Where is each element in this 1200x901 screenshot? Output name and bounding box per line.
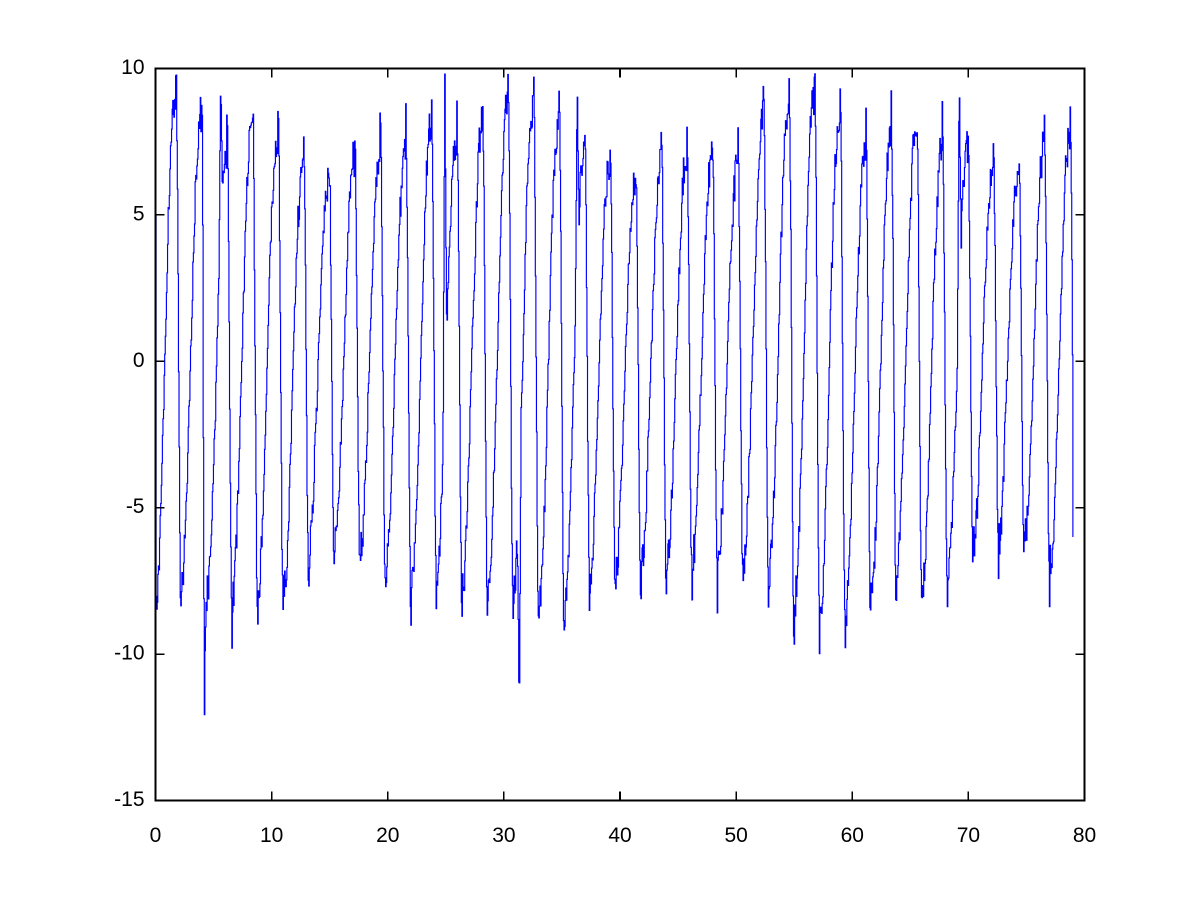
series-line-signal — [155, 73, 1074, 716]
x-tick-label: 70 — [957, 824, 980, 847]
y-tick-label: -15 — [114, 788, 144, 811]
x-tick-label: 40 — [608, 824, 631, 847]
data-series-group — [155, 73, 1074, 716]
x-tick-label: 10 — [260, 824, 283, 847]
x-tick-label: 0 — [150, 824, 162, 847]
y-tick-label: 0 — [133, 349, 145, 372]
x-tick-label: 50 — [724, 824, 747, 847]
x-tick-label: 20 — [376, 824, 399, 847]
y-tick-label: -5 — [126, 495, 145, 518]
x-tick-labels: 0 10 20 30 40 50 60 70 80 — [150, 824, 1097, 847]
y-tick-label: 5 — [133, 202, 145, 225]
x-tick-label: 30 — [492, 824, 515, 847]
axis-ticks — [155, 68, 1085, 801]
y-tick-label: -10 — [114, 642, 144, 665]
y-tick-label: 10 — [121, 56, 144, 79]
x-tick-label: 60 — [841, 824, 864, 847]
x-tick-label: 80 — [1073, 824, 1096, 847]
y-tick-labels: -15 -10 -5 0 5 10 — [114, 56, 144, 811]
